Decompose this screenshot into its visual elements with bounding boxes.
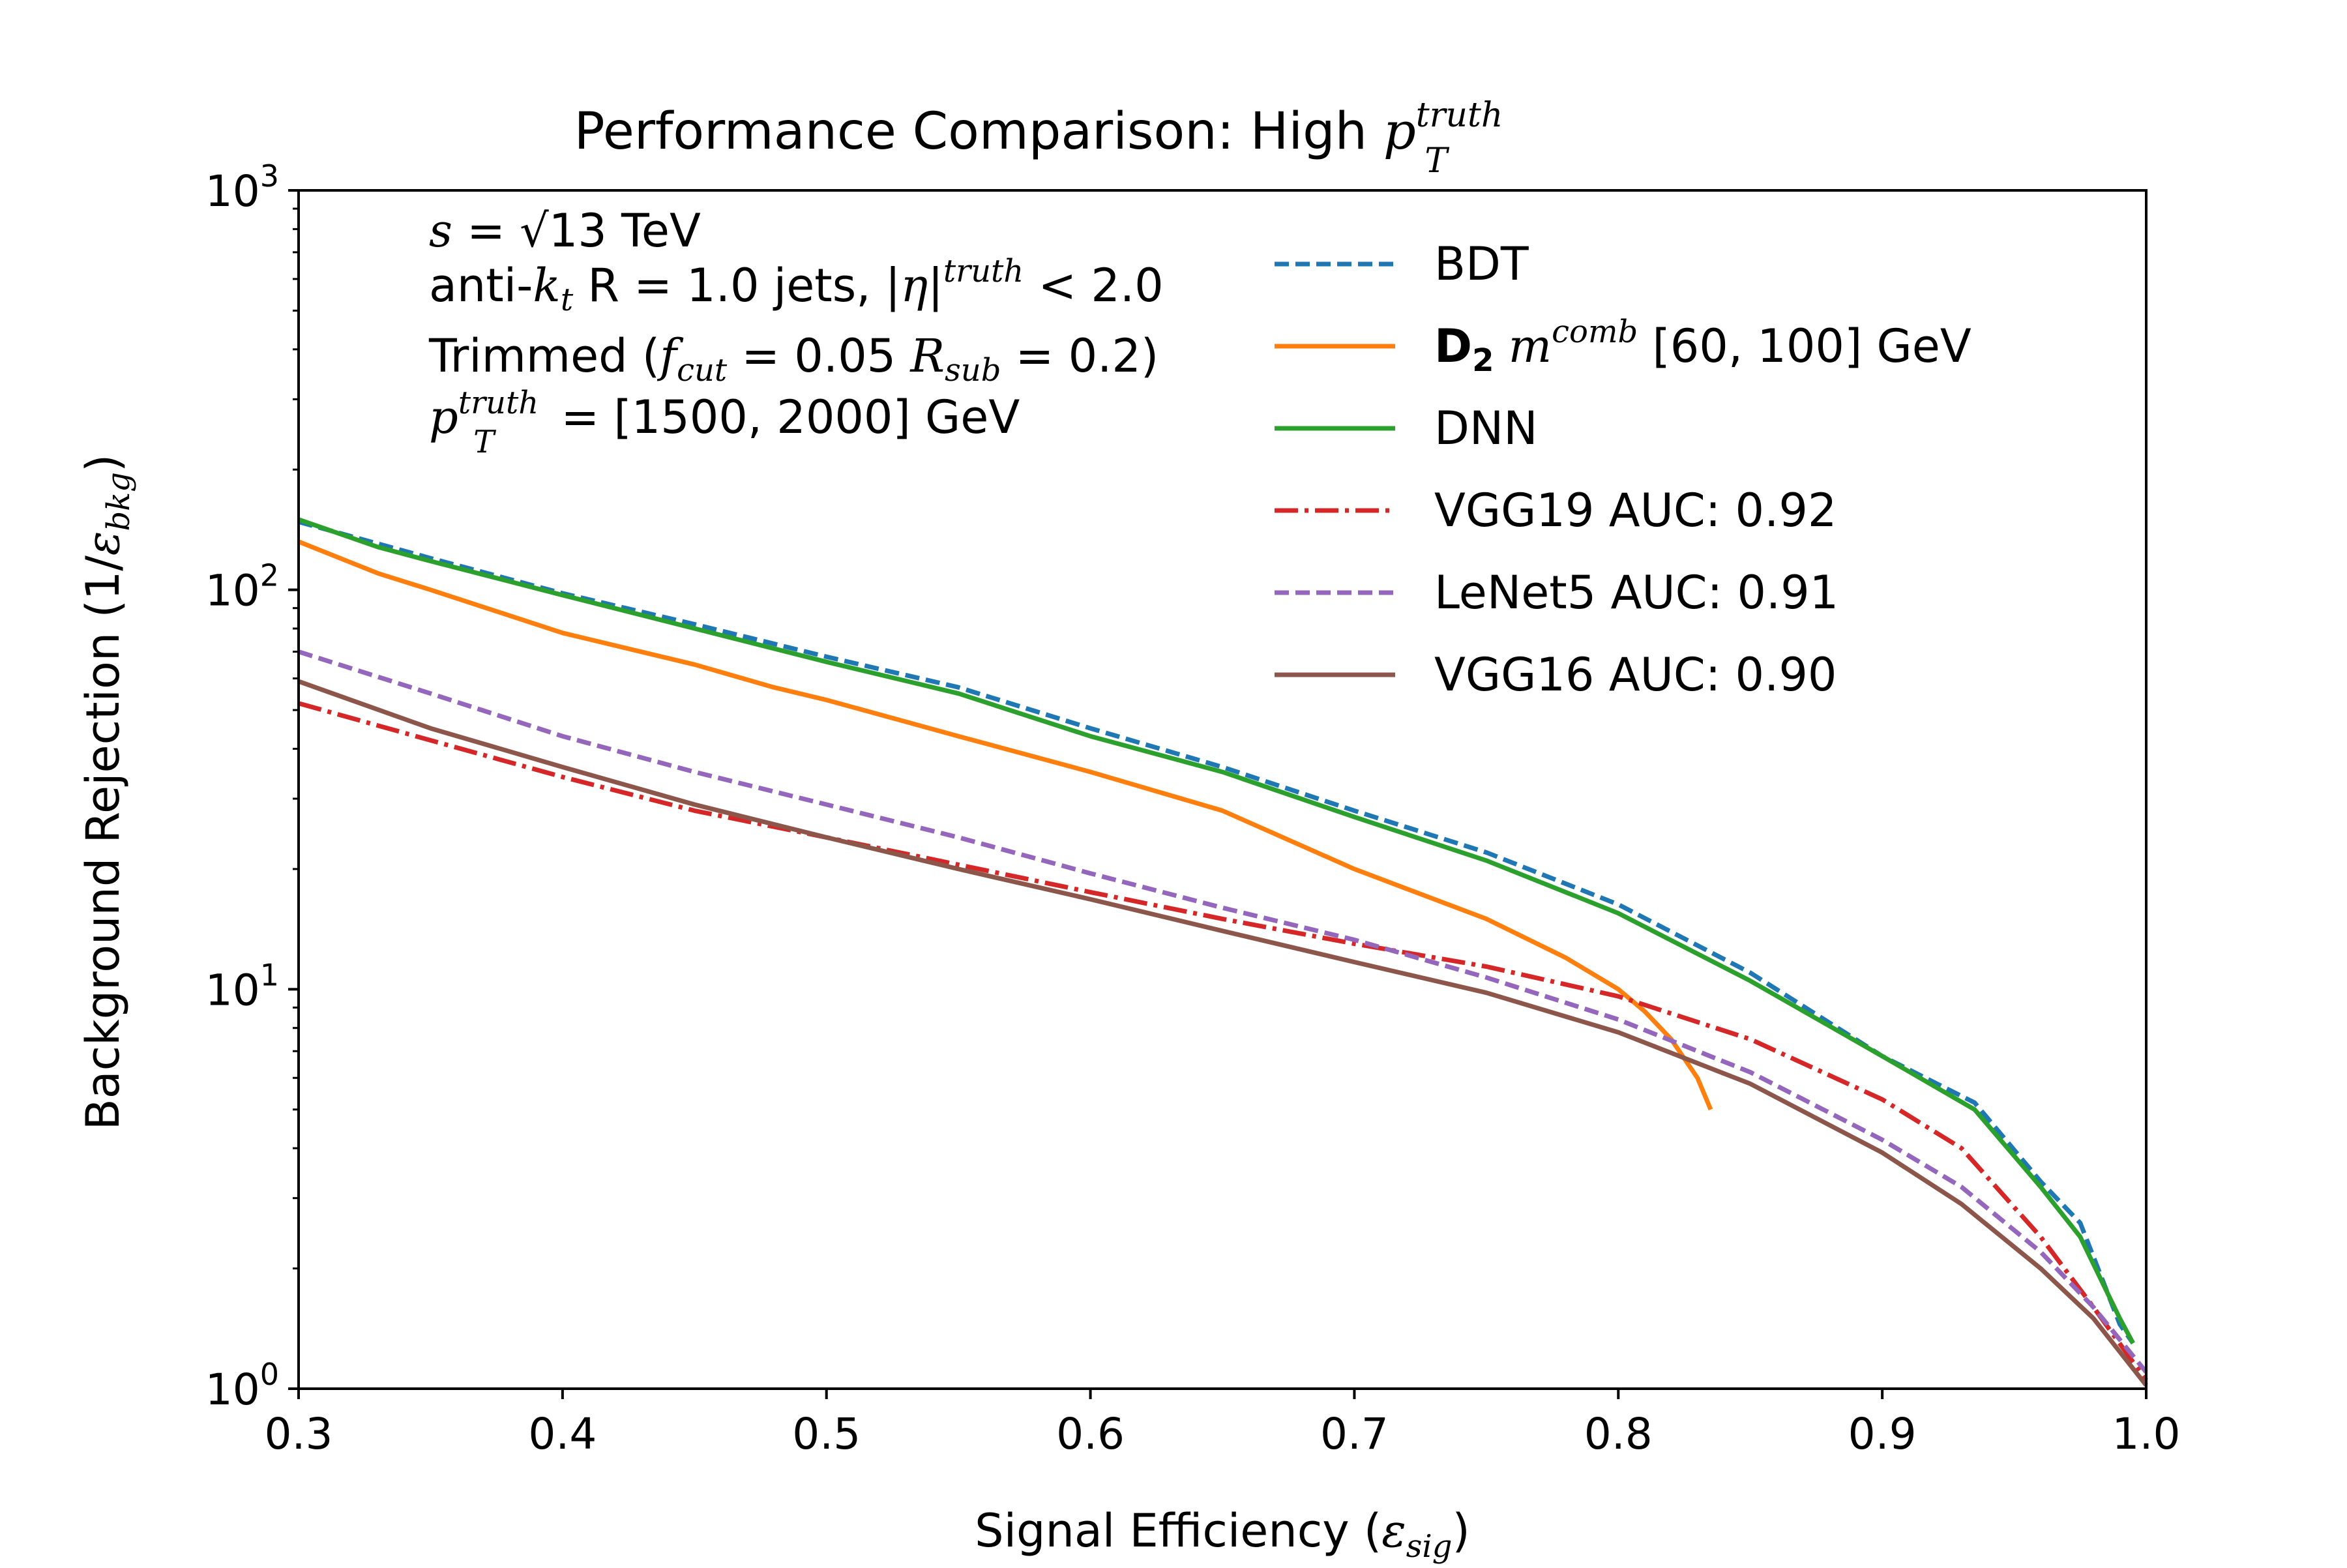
x-tick-label: 0.4 — [528, 1409, 597, 1459]
series-line-4 — [297, 649, 2148, 1374]
y-axis-ticks: 100 101 102 103 — [205, 158, 299, 1415]
plot-lines — [297, 517, 2148, 1387]
legend-label-4: LeNet5 AUC: 0.91 — [1434, 566, 1838, 619]
plot-frame — [297, 189, 2148, 1390]
legend-label-2: DNN — [1434, 402, 1538, 455]
annotation-jets: anti-kt R = 1.0 jets, |η|truth < 2.0 — [429, 253, 1164, 318]
legend: BDT D2 mcomb [60, 100] GeV DNN VGG19 AUC: 0… — [1275, 237, 1971, 702]
x-tick-label: 0.3 — [265, 1409, 333, 1459]
series-line-2 — [297, 517, 2135, 1344]
x-axis-label: Signal Efficiency (εsig) — [975, 1504, 1470, 1565]
x-tick-label: 1.0 — [2112, 1409, 2181, 1459]
annotation-pt-range: ptruth T = [1500, 2000] GeV — [429, 385, 1020, 460]
legend-label-0: BDT — [1434, 237, 1529, 291]
annotation-block: s = √13 TeV anti-kt R = 1.0 jets, |η|tru… — [428, 204, 1164, 460]
x-axis-ticks: 0.3 0.4 0.5 0.6 0.7 0.8 0.9 1.0 — [265, 1389, 2181, 1459]
annotation-energy: s = √13 TeV — [429, 204, 701, 258]
annotation-trimming: Trimmed (fcut = 0.05 Rsub = 0.2) — [428, 329, 1159, 389]
chart-title: Performance Comparison: High ptruth T — [574, 96, 1503, 181]
x-tick-label: 0.6 — [1056, 1409, 1125, 1459]
series-line-5 — [297, 679, 2148, 1387]
legend-label-1: D2 mcomb [60, 100] GeV — [1434, 314, 1971, 379]
series-line-0 — [298, 520, 2135, 1345]
series-line-1 — [297, 539, 1713, 1111]
x-tick-label: 0.9 — [1848, 1409, 1917, 1459]
y-tick-label: 100 — [205, 1357, 279, 1415]
legend-label-5: VGG16 AUC: 0.90 — [1434, 648, 1837, 702]
y-tick-label: 101 — [205, 957, 279, 1015]
x-tick-label: 0.7 — [1320, 1409, 1389, 1459]
y-tick-label: 102 — [205, 558, 279, 616]
y-tick-label: 103 — [205, 158, 279, 216]
x-tick-label: 0.8 — [1584, 1409, 1653, 1459]
x-tick-label: 0.5 — [792, 1409, 861, 1459]
series-line-3 — [298, 701, 2148, 1382]
legend-label-3: VGG19 AUC: 0.92 — [1434, 484, 1837, 537]
y-axis-label: Background Rejection (1/εbkg) — [76, 454, 137, 1131]
